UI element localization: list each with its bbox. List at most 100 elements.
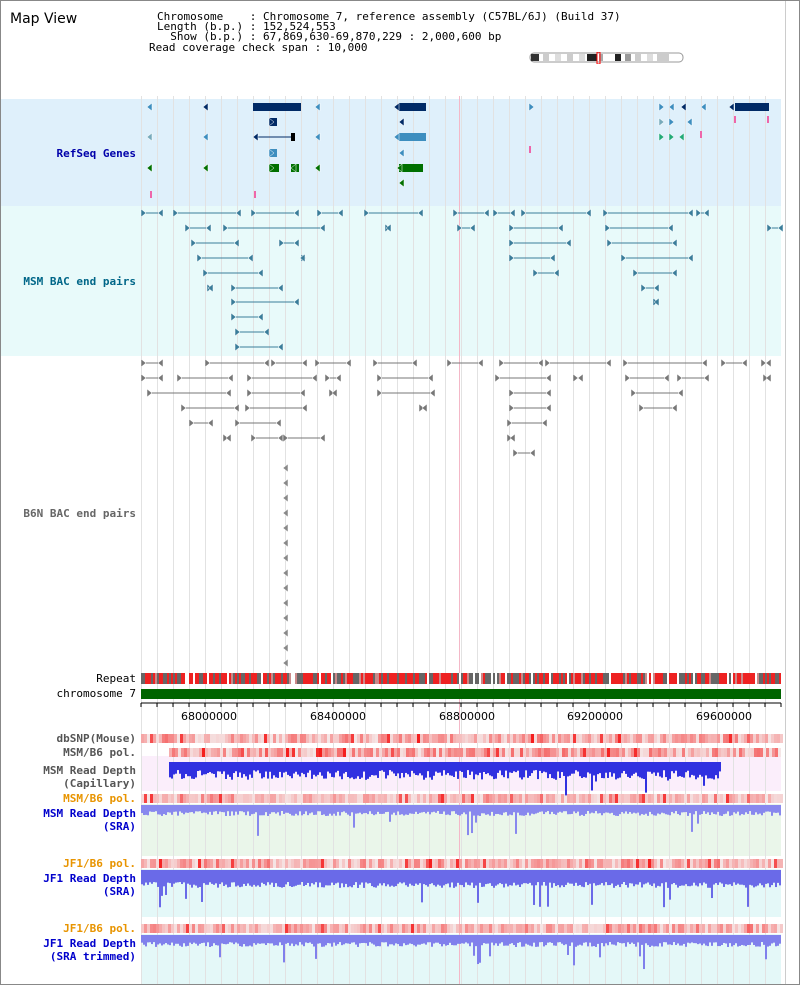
msm-sra-depth-bar: [601, 805, 603, 816]
arrow-left-mark: [687, 253, 694, 263]
repeat-segment: [177, 673, 179, 684]
jf1-sra-depth-bar: [633, 870, 635, 887]
msm-sra-depth-bar: [151, 805, 153, 812]
jf1-trim-depth-bar: [483, 935, 485, 944]
jf1-pol-heat-cell: [750, 859, 753, 868]
msm-pol2-heat-cell: [411, 794, 414, 803]
jf1-sra-depth-bar: [485, 870, 487, 885]
msm-sra-depth-bar: [405, 805, 407, 815]
msm-pol2-heat-cell: [771, 794, 774, 803]
repeat-segment: [167, 673, 169, 684]
jf1-pol-heat-cell: [306, 859, 309, 868]
jf1-pol2-heat-cell: [423, 924, 426, 933]
msm-pol-heat-cell: [178, 748, 181, 757]
repeat-segment: [439, 673, 441, 684]
msm-capillary-depth-bar: [531, 762, 533, 774]
msm-capillary-depth-bar: [381, 762, 383, 771]
msm-sra-depth-bar: [417, 805, 419, 814]
repeat-segment: [301, 673, 303, 684]
jf1-sra-depth-bar: [587, 870, 589, 886]
msm-sra-depth-bar: [189, 805, 191, 813]
jf1-pol2-heat-cell: [267, 924, 270, 933]
jf1-pol-heat-cell: [267, 859, 270, 868]
msm-pol2-heat-cell: [492, 794, 495, 803]
repeat-segment: [507, 673, 509, 684]
msm-sra-depth-bar: [643, 805, 645, 815]
msm-sra-depth-bar: [259, 805, 261, 816]
msm-sra-depth-bar: [659, 805, 661, 815]
jf1-pol2-heat-cell: [405, 924, 408, 933]
jf1-trim-depth-bar: [479, 935, 481, 963]
msm-sra-depth-bar: [335, 805, 337, 816]
jf1-sra-depth-bar: [715, 870, 717, 884]
jf1-sra-depth-bar: [405, 870, 407, 886]
chromosome-ideogram[interactable]: [529, 52, 685, 64]
msm-capillary-depth-bar: [471, 762, 473, 772]
jf1-trim-depth-bar: [559, 935, 561, 943]
jf1-sra-depth-bar: [225, 870, 227, 885]
jf1-sra-depth-bar: [411, 870, 413, 886]
msm-pol2-heat-cell: [171, 794, 174, 803]
jf1-pol2-heat-cell: [768, 924, 771, 933]
dbsnp-heat-cell: [378, 734, 381, 743]
jf1-pol-heat-cell: [333, 859, 336, 868]
msm-sra-depth-bar: [387, 805, 389, 812]
msm-pol2-heat-cell: [432, 794, 435, 803]
jf1-pol2-heat-cell: [471, 924, 474, 933]
jf1-pol2-heat-cell: [627, 924, 630, 933]
jf1-trim-depth-bar: [455, 935, 457, 946]
jf1-sra-depth-bar: [667, 870, 669, 888]
msm-sra-depth-bar: [543, 805, 545, 815]
jf1-pol2-heat-cell: [369, 924, 372, 933]
msm-pol2-heat-cell: [513, 794, 516, 803]
jf1-trim-depth-bar: [683, 935, 685, 944]
msm-sra-depth-bar: [247, 805, 249, 812]
vertical-scrollbar[interactable]: [785, 1, 799, 984]
jf1-trim-depth-bar: [777, 935, 779, 946]
jf1-trim-depth-bar: [639, 935, 641, 957]
length-info: Length (b.p.) : 152,524,553: [157, 20, 336, 33]
msm-sra-depth-bar: [345, 805, 347, 813]
msm-sra-depth-bar: [463, 805, 465, 813]
msm-capillary-depth-bar: [489, 762, 491, 776]
msm-sra-depth-bar: [495, 805, 497, 815]
jf1-pol-heat-cell: [351, 859, 354, 868]
coverage-span-info: Read coverage check span : 10,000: [149, 41, 368, 54]
jf1-trim-depth-bar: [305, 935, 307, 943]
msm-pol2-heat-cell: [702, 794, 705, 803]
msm-pol2-heat-cell: [444, 794, 447, 803]
msm-pol-heat-cell: [559, 748, 562, 757]
msm-sra-depth-bar: [669, 805, 671, 816]
msm-pol-heat-cell: [466, 748, 469, 757]
msm-sra-depth-bar: [573, 805, 575, 812]
jf1-pol-heat-cell: [453, 859, 456, 868]
repeat-segment: [713, 673, 715, 684]
jf1-sra-depth-bar: [147, 870, 149, 885]
jf1-trim-depth-bar: [469, 935, 471, 947]
jf1-trim-depth-bar: [261, 935, 263, 944]
arrow-left-mark: [677, 388, 684, 398]
jf1-pol-heat-cell: [663, 859, 666, 868]
msm-capillary-depth-bar: [301, 762, 303, 773]
dbsnp-heat-cell: [369, 734, 372, 743]
jf1-sra-depth-bar: [441, 870, 443, 888]
msm-capillary-depth-bar: [221, 762, 223, 774]
msm-b6-pol-label-2: MSM/B6 pol.: [63, 792, 136, 805]
repeat-segment: [415, 673, 417, 684]
jf1-pol2-heat-cell: [612, 924, 615, 933]
jf1-sra-depth-bar: [459, 870, 461, 885]
gene-mark: [398, 148, 405, 158]
dbsnp-heat-cell: [495, 734, 498, 743]
jf1-trim-depth-bar: [529, 935, 531, 946]
msm-sra-depth-bar: [407, 805, 409, 815]
dbsnp-heat-cell: [507, 734, 510, 743]
msm-sra-depth-bar: [273, 805, 275, 813]
arrow-left-mark: [545, 403, 552, 413]
repeat-segment: [723, 673, 725, 684]
msm-capillary-depth-bar: [453, 762, 455, 778]
gene-mark: [393, 102, 400, 112]
repeat-segment: [253, 673, 255, 684]
msm-capillary-depth-bar: [503, 762, 505, 778]
msm-pol2-heat-cell: [675, 794, 678, 803]
msm-capillary-depth-bar: [177, 762, 179, 771]
